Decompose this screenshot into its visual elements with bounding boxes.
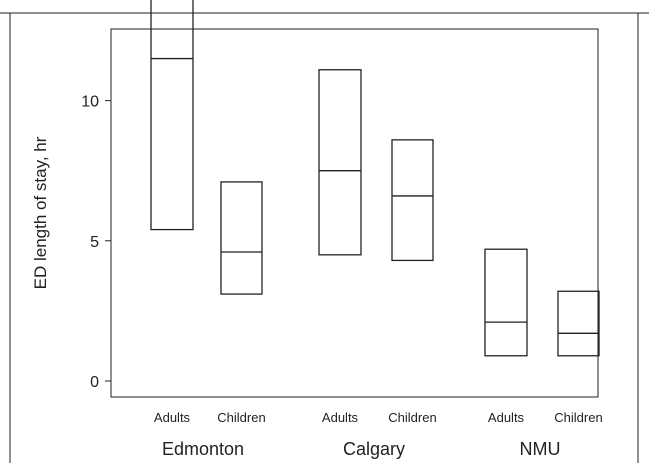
group-label: NMU bbox=[520, 439, 561, 459]
x-axis-labels: Adults Children Edmonton Adults Children Calg… bbox=[154, 410, 603, 459]
box-label: Adults bbox=[322, 410, 359, 425]
y-tick-label: 5 bbox=[90, 234, 99, 251]
box-edmonton-children bbox=[220, 181, 263, 295]
boxes bbox=[150, 0, 600, 357]
box-label: Children bbox=[217, 410, 265, 425]
box-label: Adults bbox=[154, 410, 191, 425]
plot-area bbox=[110, 28, 599, 398]
box-label: Children bbox=[388, 410, 436, 425]
box-calgary-adults bbox=[318, 69, 362, 256]
group-label: Edmonton bbox=[162, 439, 244, 459]
y-axis: 05101520 bbox=[81, 94, 111, 391]
box-label: Adults bbox=[488, 410, 525, 425]
box-nmu-adults bbox=[484, 248, 528, 357]
box-nmu-children bbox=[557, 290, 600, 357]
y-tick-label: 10 bbox=[81, 94, 99, 111]
box-edmonton-adults bbox=[150, 0, 194, 231]
y-tick-label: 0 bbox=[90, 374, 99, 391]
box-calgary-children bbox=[391, 139, 434, 262]
box-label: Children bbox=[554, 410, 602, 425]
group-label: Calgary bbox=[343, 439, 405, 459]
y-axis-label: ED length of stay, hr bbox=[31, 136, 50, 289]
